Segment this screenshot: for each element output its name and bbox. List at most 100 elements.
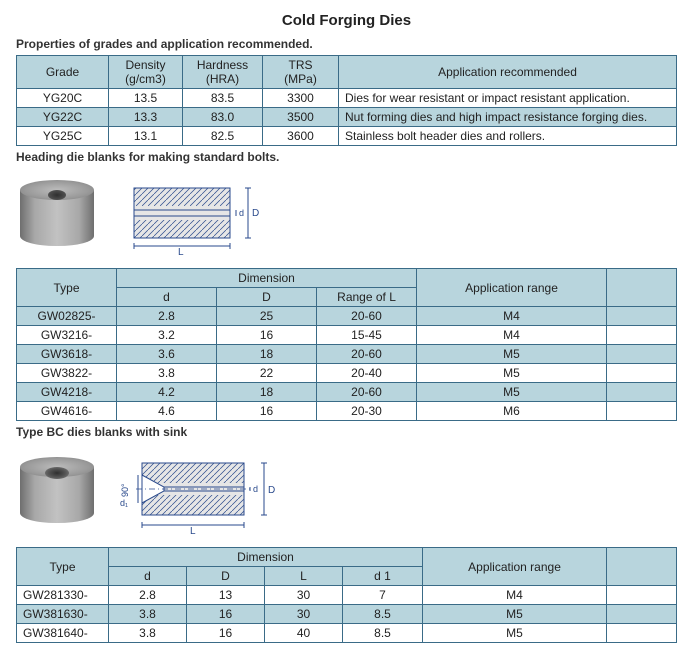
- table-row: 30: [265, 586, 343, 605]
- t2-dim: Dimension: [117, 269, 417, 288]
- t2-type: Type: [17, 269, 117, 307]
- table-row: Dies for wear resistant or impact resist…: [339, 89, 677, 108]
- table-row: 16: [217, 402, 317, 421]
- t3-D: D: [187, 567, 265, 586]
- die-schematic-icon: d D L: [118, 176, 268, 256]
- table-row: 83.0: [183, 108, 263, 127]
- table-row: 3.2: [117, 326, 217, 345]
- table-row: 16: [217, 326, 317, 345]
- table-row: GW02825-: [17, 307, 117, 326]
- svg-text:L: L: [178, 247, 184, 256]
- col-hardness: Hardness (HRA): [183, 56, 263, 89]
- table-row: M4: [417, 326, 607, 345]
- t3-blank: [607, 548, 677, 586]
- table-row: M4: [423, 586, 607, 605]
- t3-L: L: [265, 567, 343, 586]
- table-row: 20-30: [317, 402, 417, 421]
- heading-die-table: Type Dimension Application range d D Ran…: [16, 268, 677, 421]
- table-row: 3500: [263, 108, 339, 127]
- table-row: 4.2: [117, 383, 217, 402]
- table-row: M5: [423, 605, 607, 624]
- table-row: [607, 383, 677, 402]
- table-row: [607, 402, 677, 421]
- t3-dim: Dimension: [109, 548, 423, 567]
- table-row: [607, 364, 677, 383]
- table-row: GW3618-: [17, 345, 117, 364]
- table-row: 13.5: [109, 89, 183, 108]
- table-row: 22: [217, 364, 317, 383]
- table-row: 16: [187, 624, 265, 643]
- table-row: 3600: [263, 127, 339, 146]
- t2-D: D: [217, 288, 317, 307]
- table-row: 40: [265, 624, 343, 643]
- table-row: 25: [217, 307, 317, 326]
- section1-label: Properties of grades and application rec…: [16, 37, 677, 51]
- table-row: M4: [417, 307, 607, 326]
- table-row: Nut forming dies and high impact resista…: [339, 108, 677, 127]
- table-row: 4.6: [117, 402, 217, 421]
- col-app: Application recommended: [339, 56, 677, 89]
- table-row: 2.8: [117, 307, 217, 326]
- table-row: 18: [217, 383, 317, 402]
- t3-d1: d 1: [343, 567, 423, 586]
- table-row: 13.1: [109, 127, 183, 146]
- table-row: GW3216-: [17, 326, 117, 345]
- table-row: [607, 345, 677, 364]
- table-row: 83.5: [183, 89, 263, 108]
- table-row: GW381630-: [17, 605, 109, 624]
- table-row: M5: [417, 364, 607, 383]
- t3-type: Type: [17, 548, 109, 586]
- table-row: 7: [343, 586, 423, 605]
- t2-range: Range of L: [317, 288, 417, 307]
- table-row: GW4218-: [17, 383, 117, 402]
- svg-text:d: d: [239, 208, 244, 218]
- table-row: [607, 326, 677, 345]
- table-row: 3.8: [117, 364, 217, 383]
- table-row: M5: [417, 383, 607, 402]
- diagram-row-2: 90° d₁ d D L: [16, 443, 677, 547]
- table-row: GW4616-: [17, 402, 117, 421]
- die-bc-schematic-icon: 90° d₁ d D L: [118, 451, 288, 535]
- table-row: 18: [217, 345, 317, 364]
- table-row: 16: [187, 605, 265, 624]
- table-row: YG22C: [17, 108, 109, 127]
- table-row: 13: [187, 586, 265, 605]
- table-row: 20-60: [317, 383, 417, 402]
- section3-label: Type BC dies blanks with sink: [16, 425, 677, 439]
- table-row: 8.5: [343, 605, 423, 624]
- table-row: 8.5: [343, 624, 423, 643]
- table-row: 3.6: [117, 345, 217, 364]
- t3-app: Application range: [423, 548, 607, 586]
- col-trs: TRS (MPa): [263, 56, 339, 89]
- t2-blank: [607, 269, 677, 307]
- table-row: GW381640-: [17, 624, 109, 643]
- table-row: 2.8: [109, 586, 187, 605]
- col-grade: Grade: [17, 56, 109, 89]
- table-row: M5: [423, 624, 607, 643]
- svg-text:d₁: d₁: [120, 498, 128, 508]
- svg-text:90°: 90°: [120, 483, 130, 497]
- table-row: 3.8: [109, 624, 187, 643]
- table-row: 3300: [263, 89, 339, 108]
- die-bc-3d-icon: [20, 457, 94, 529]
- table-row: YG25C: [17, 127, 109, 146]
- die-3d-icon: [20, 180, 94, 252]
- table-row: 3.8: [109, 605, 187, 624]
- t2-app: Application range: [417, 269, 607, 307]
- grades-table: Grade Density (g/cm3) Hardness (HRA) TRS…: [16, 55, 677, 146]
- table-row: 20-60: [317, 307, 417, 326]
- table-row: 20-40: [317, 364, 417, 383]
- svg-text:L: L: [190, 526, 196, 535]
- table-row: Stainless bolt header dies and rollers.: [339, 127, 677, 146]
- col-density: Density (g/cm3): [109, 56, 183, 89]
- table-row: [607, 586, 677, 605]
- svg-text:d: d: [253, 484, 258, 494]
- table-row: YG20C: [17, 89, 109, 108]
- diagram-row-1: d D L: [16, 168, 677, 268]
- table-row: 15-45: [317, 326, 417, 345]
- page-title: Cold Forging Dies: [16, 12, 677, 29]
- table-row: [607, 307, 677, 326]
- t3-d: d: [109, 567, 187, 586]
- table-row: 13.3: [109, 108, 183, 127]
- svg-text:D: D: [268, 485, 275, 496]
